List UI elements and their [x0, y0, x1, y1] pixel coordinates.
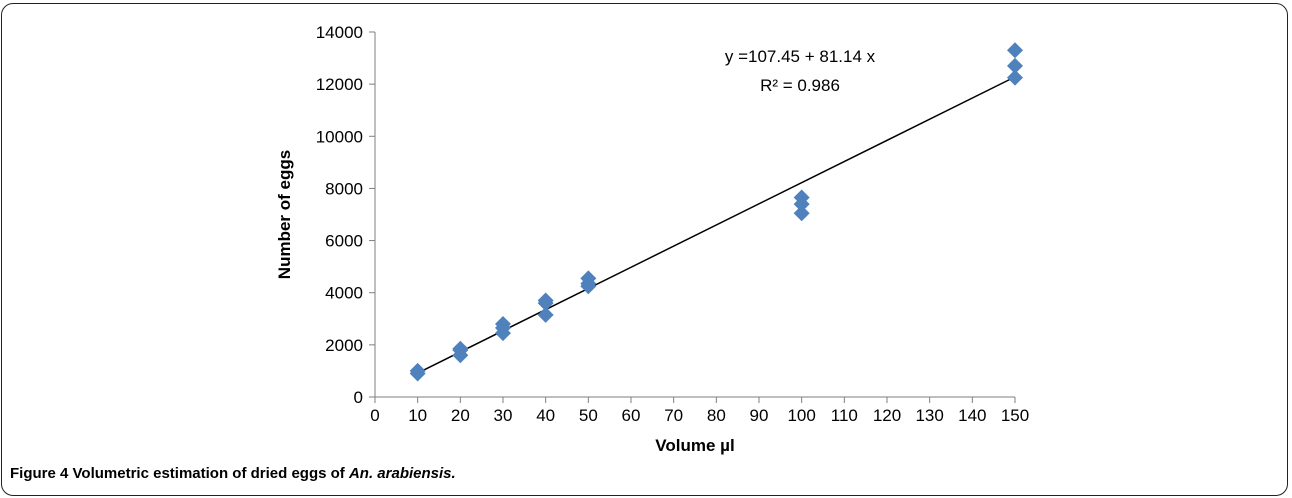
y-tick-label: 14000 — [316, 23, 363, 42]
x-tick-label: 0 — [370, 406, 379, 425]
x-tick-label: 120 — [873, 406, 901, 425]
y-tick-label: 8000 — [325, 179, 363, 198]
data-point — [1007, 69, 1023, 86]
data-point — [580, 270, 597, 287]
scatter-chart: 0 2000 4000 6000 8000 10000 12000 14000 0 10 20 30… — [275, 23, 1029, 455]
data-point — [537, 306, 554, 323]
y-tick-label: 4000 — [325, 284, 363, 303]
data-point — [1007, 42, 1023, 59]
x-tick-label: 70 — [664, 406, 683, 425]
data-point — [495, 316, 511, 332]
y-axis: 0 2000 4000 6000 8000 10000 12000 14000 — [316, 23, 376, 407]
data-point — [537, 292, 554, 309]
data-point — [1007, 57, 1023, 74]
x-axis: 0 10 20 30 40 50 60 70 80 90 100 110 120 130 140 150 — [370, 396, 1029, 425]
x-tick-label: 150 — [1001, 406, 1029, 425]
trendline-group — [417, 76, 1016, 374]
trendline — [417, 76, 1016, 374]
x-tick-label: 100 — [787, 406, 815, 425]
r-squared-label: R² = 0.986 — [760, 76, 840, 95]
x-tick-label: 50 — [579, 406, 598, 425]
x-tick-label: 140 — [958, 406, 986, 425]
caption-species: An. arabiensis. — [348, 465, 456, 482]
figure-caption: Figure 4 Volumetric estimation of dried … — [10, 465, 456, 482]
y-tick-label: 6000 — [325, 232, 363, 251]
figure-frame — [1, 3, 1288, 496]
data-point — [793, 189, 810, 206]
x-tick-label: 60 — [622, 406, 641, 425]
x-tick-label: 40 — [536, 406, 555, 425]
x-tick-label: 30 — [494, 406, 513, 425]
x-tick-label: 20 — [451, 406, 470, 425]
y-tick-label: 0 — [354, 388, 363, 407]
caption-text: Volumetric estimation of dried eggs of — [72, 465, 345, 482]
data-point — [409, 362, 426, 379]
y-tick-label: 12000 — [316, 75, 363, 94]
x-tick-label: 80 — [707, 406, 726, 425]
data-points — [409, 42, 1023, 382]
caption-label: Figure 4 — [10, 465, 69, 482]
y-tick-label: 2000 — [325, 336, 363, 355]
data-point — [793, 205, 810, 222]
data-point — [452, 340, 469, 357]
x-axis-title: Volume µl — [655, 436, 734, 455]
x-tick-label: 10 — [408, 406, 427, 425]
y-axis-title: Number of eggs — [275, 150, 294, 279]
x-tick-label: 130 — [915, 406, 943, 425]
y-tick-label: 10000 — [316, 127, 363, 146]
x-tick-label: 90 — [750, 406, 769, 425]
trendline-equation: y =107.45 + 81.14 x — [725, 47, 876, 66]
x-tick-label: 110 — [831, 406, 858, 425]
